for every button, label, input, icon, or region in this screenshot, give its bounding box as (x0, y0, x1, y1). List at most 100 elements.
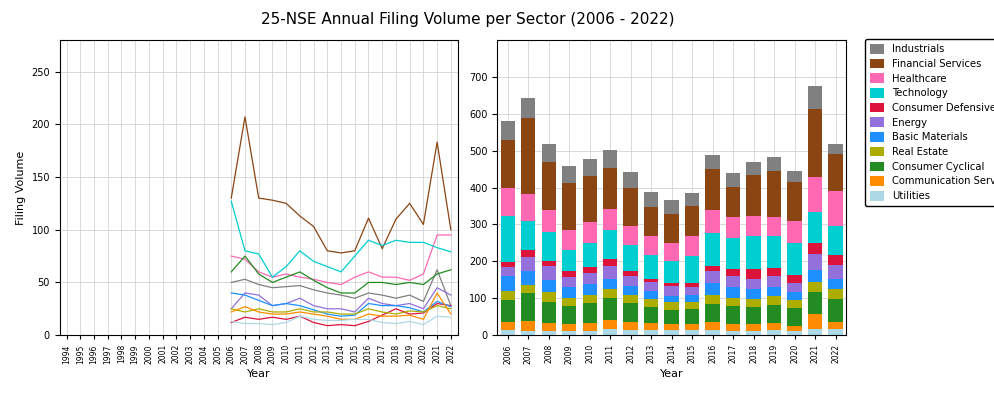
Bar (602, 328, 616, 335)
Bar (623, 188, 637, 226)
Bar (746, 175, 760, 216)
Bar (807, 254, 821, 270)
Bar (541, 331, 556, 335)
Bar (807, 314, 821, 328)
Bar (581, 222, 596, 243)
Bar (786, 283, 801, 292)
Bar (828, 265, 842, 279)
Bar (705, 294, 719, 304)
Bar (746, 324, 760, 331)
Bar (521, 331, 535, 335)
Bar (828, 329, 842, 335)
Bar (705, 322, 719, 330)
Bar (807, 328, 821, 335)
Bar (562, 332, 576, 335)
Bar (623, 172, 637, 188)
Bar (684, 324, 699, 330)
Bar (664, 296, 678, 302)
Bar (541, 266, 556, 280)
Bar (643, 323, 658, 330)
Bar (602, 279, 616, 289)
Bar (500, 215, 515, 263)
Bar (664, 302, 678, 310)
Bar (581, 295, 596, 303)
Bar (643, 192, 658, 207)
Bar (541, 162, 556, 210)
Bar (623, 295, 637, 303)
Bar (500, 267, 515, 276)
Bar (684, 206, 699, 235)
Bar (581, 159, 596, 176)
Bar (726, 331, 740, 335)
Bar (766, 323, 780, 330)
Bar (807, 292, 821, 314)
Bar (807, 270, 821, 282)
Bar (562, 324, 576, 332)
Bar (786, 275, 801, 283)
Bar (623, 245, 637, 271)
Bar (786, 292, 801, 300)
Bar (746, 307, 760, 324)
Legend: Industrials, Financial Services, Healthcare, Technology, Consumer Defensive, Ene: Industrials, Financial Services, Healthc… (864, 39, 994, 206)
Bar (664, 200, 678, 214)
Bar (500, 322, 515, 330)
Bar (786, 182, 801, 221)
Bar (562, 306, 576, 324)
Bar (562, 183, 576, 230)
Bar (643, 291, 658, 298)
Bar (746, 162, 760, 175)
Bar (623, 271, 637, 276)
Bar (807, 282, 821, 292)
Bar (623, 226, 637, 245)
Bar (705, 170, 719, 210)
Bar (766, 236, 780, 269)
Bar (726, 217, 740, 238)
Bar (766, 276, 780, 287)
Bar (684, 256, 699, 283)
Bar (766, 287, 780, 296)
Bar (643, 282, 658, 291)
Bar (807, 243, 821, 254)
Bar (746, 236, 760, 269)
Bar (521, 285, 535, 293)
Bar (746, 331, 760, 335)
Bar (602, 320, 616, 328)
Bar (766, 269, 780, 276)
Bar (766, 170, 780, 217)
Bar (726, 238, 740, 269)
Bar (705, 283, 719, 294)
Bar (562, 250, 576, 271)
Bar (786, 326, 801, 332)
Bar (562, 166, 576, 183)
Bar (664, 283, 678, 286)
Bar (705, 330, 719, 335)
Bar (521, 257, 535, 271)
Text: 25-NSE Annual Filing Volume per Sector (2006 - 2022): 25-NSE Annual Filing Volume per Sector (… (260, 12, 674, 27)
Bar (828, 191, 842, 226)
Bar (705, 233, 719, 266)
Bar (684, 330, 699, 335)
Bar (562, 287, 576, 298)
Bar (807, 177, 821, 212)
Bar (602, 289, 616, 298)
Bar (623, 276, 637, 286)
Bar (786, 221, 801, 243)
Bar (766, 305, 780, 323)
Bar (786, 308, 801, 326)
Bar (766, 217, 780, 236)
Bar (828, 144, 842, 154)
Bar (643, 279, 658, 282)
Bar (521, 118, 535, 194)
Bar (643, 307, 658, 323)
Bar (541, 261, 556, 266)
Bar (664, 261, 678, 283)
Bar (786, 243, 801, 275)
Bar (664, 214, 678, 243)
Bar (643, 330, 658, 335)
Bar (684, 302, 699, 309)
Bar (602, 229, 616, 259)
Bar (602, 259, 616, 266)
Bar (786, 332, 801, 335)
Bar (521, 293, 535, 321)
Bar (684, 287, 699, 295)
